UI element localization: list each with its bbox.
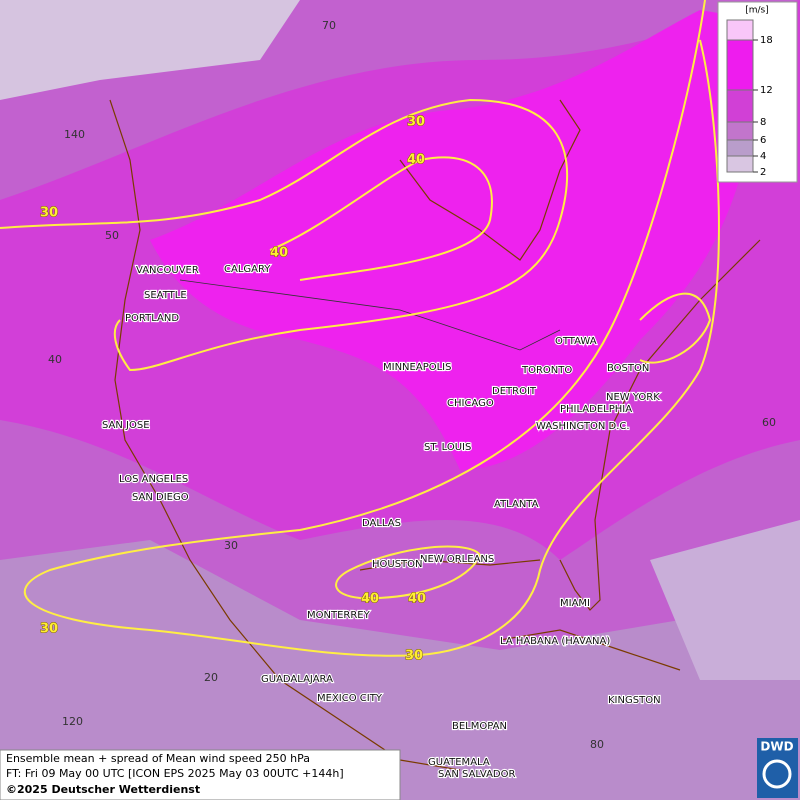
city-label: PHILADELPHIA	[560, 404, 632, 415]
city-label: VANCOUVER	[136, 265, 199, 276]
city-label: HOUSTON	[372, 559, 423, 570]
field-low	[0, 0, 300, 100]
grid-label: 20	[204, 671, 218, 684]
grid-label: 120	[62, 715, 83, 728]
logo: DWD	[760, 740, 793, 754]
contour-label: 30	[40, 622, 58, 637]
contours	[0, 0, 720, 657]
city-label: WASHINGTON D.C.	[536, 421, 630, 432]
field-low	[650, 520, 800, 680]
contour-label: 40	[270, 246, 288, 261]
city-label: GUATEMALA	[428, 757, 490, 768]
legend-tick-label: 2	[760, 167, 766, 178]
city-label: KINGSTON	[608, 695, 661, 706]
city-label: GUADALAJARA	[261, 674, 333, 685]
caption-line: FT: Fri 09 May 00 UTC [ICON EPS 2025 May…	[6, 767, 344, 780]
contour-label: 40	[408, 592, 426, 607]
city-label: PORTLAND	[125, 313, 179, 324]
city-label: TORONTO	[521, 365, 572, 376]
contour-label: 40	[361, 592, 379, 607]
city-label: SAN DIEGO	[132, 492, 189, 503]
coastlines	[109, 99, 761, 771]
grid-label: 140	[64, 128, 85, 141]
caption-box	[0, 749, 401, 800]
city-label: OTTAWA	[555, 336, 597, 347]
city-label: MONTERREY	[307, 610, 371, 621]
city-label: SEATTLE	[144, 290, 187, 301]
legend-swatch	[726, 39, 754, 91]
city-label: DETROIT	[492, 386, 537, 397]
legend-swatch	[726, 89, 754, 123]
city-label: MEXICO CITY	[317, 693, 383, 704]
legend-swatch	[726, 139, 754, 157]
city-label: NEW YORK	[606, 392, 660, 403]
city-label: BOSTON	[607, 363, 649, 374]
logo-icon	[762, 759, 792, 789]
legend-tick-label: 8	[760, 117, 766, 128]
city-label: MINNEAPOLIS	[383, 362, 451, 373]
city-label: MIAMI	[560, 598, 590, 609]
caption-line: Ensemble mean + spread of Mean wind spee…	[6, 752, 310, 765]
city-label: BELMOPAN	[452, 721, 507, 732]
grid-label: 40	[48, 353, 62, 366]
contour-label: 40	[407, 153, 425, 168]
legend-tick-label: 18	[760, 35, 773, 46]
labels: VANCOUVER CALGARY SEATTLE PORTLAND MINNEAPOL…	[40, 19, 777, 781]
city-label: CHICAGO	[447, 398, 494, 409]
city-label: SAN JOSE	[102, 420, 150, 431]
city-label: LA HABANA (HAVANA)	[500, 636, 610, 647]
grid-label: 50	[105, 229, 119, 242]
city-label: SAN SALVADOR	[438, 769, 515, 780]
grid-label: 80	[590, 738, 604, 751]
contour-label: 30	[405, 649, 423, 664]
contour-label: 30	[40, 206, 58, 221]
legend-swatch	[726, 155, 754, 173]
legend: [m/s] 2 4 6 8 12 18	[717, 1, 798, 183]
contour-label: 30	[407, 115, 425, 130]
legend-tick-label: 12	[760, 85, 773, 96]
legend-unit: [m/s]	[745, 6, 769, 16]
city-label: LOS ANGELES	[119, 474, 188, 485]
city-label: CALGARY	[224, 264, 271, 275]
copyright: ©2025 Deutscher Wetterdienst	[6, 783, 200, 796]
legend-tick-label: 4	[760, 151, 766, 162]
city-label: ST. LOUIS	[424, 442, 471, 453]
city-label: ATLANTA	[494, 499, 539, 510]
city-label: DALLAS	[362, 518, 401, 529]
legend-swatch	[726, 19, 754, 41]
grid-label: 30	[224, 539, 238, 552]
legend-tick-label: 6	[760, 135, 766, 146]
legend-swatch	[726, 121, 754, 141]
field-low	[0, 540, 800, 800]
field-high	[150, 10, 760, 470]
grid-label: 70	[322, 19, 336, 32]
city-label: NEW ORLEANS	[420, 554, 494, 565]
grid-label: 60	[762, 416, 776, 429]
